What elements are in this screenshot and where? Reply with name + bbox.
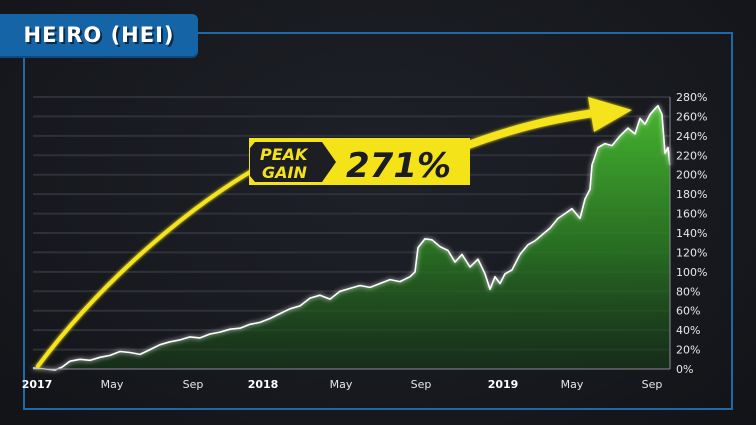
y-tick-label: 60%: [676, 305, 700, 318]
badge-line2: GAIN: [262, 163, 307, 182]
x-tick-label: Sep: [183, 378, 204, 391]
y-tick-label: 160%: [676, 208, 707, 221]
x-tick-label: 2017: [22, 378, 53, 391]
x-tick-label: 2018: [248, 378, 279, 391]
x-tick-label: Sep: [642, 378, 663, 391]
badge-line1: PEAK: [260, 145, 309, 164]
y-axis: 0% 20% 40% 60% 80% 100% 120% 140% 160% 180% 200% 22…: [676, 91, 707, 376]
x-tick-label: 2019: [488, 378, 519, 391]
y-tick-label: 0%: [676, 363, 693, 376]
arrow-head-icon: [588, 97, 632, 132]
y-tick-label: 180%: [676, 188, 707, 201]
y-tick-label: 280%: [676, 91, 707, 104]
y-tick-label: 20%: [676, 344, 700, 357]
y-tick-label: 100%: [676, 266, 707, 279]
x-axis: 2017 May Sep 2018 May Sep 2019 May Sep: [22, 378, 663, 391]
peak-arrow: [36, 97, 632, 368]
chart-title: HEIRO (HEI): [23, 23, 175, 47]
y-tick-label: 240%: [676, 130, 707, 143]
badge-value: 271%: [346, 146, 451, 186]
gain-line: [32, 104, 671, 371]
y-tick-label: 260%: [676, 110, 707, 123]
peak-gain-badge: PEAK GAIN 271%: [249, 138, 470, 186]
title-tab: HEIRO (HEI): [0, 14, 198, 56]
gain-area: [33, 105, 670, 370]
y-tick-label: 120%: [676, 246, 707, 259]
y-tick-label: 80%: [676, 285, 700, 298]
x-tick-label: Sep: [411, 378, 432, 391]
y-tick-label: 140%: [676, 227, 707, 240]
y-tick-label: 220%: [676, 149, 707, 162]
x-tick-label: May: [101, 378, 124, 391]
x-tick-label: May: [330, 378, 353, 391]
chart-frame: [23, 32, 733, 410]
y-tick-label: 40%: [676, 324, 700, 337]
y-tick-label: 200%: [676, 169, 707, 182]
x-tick-label: May: [561, 378, 584, 391]
